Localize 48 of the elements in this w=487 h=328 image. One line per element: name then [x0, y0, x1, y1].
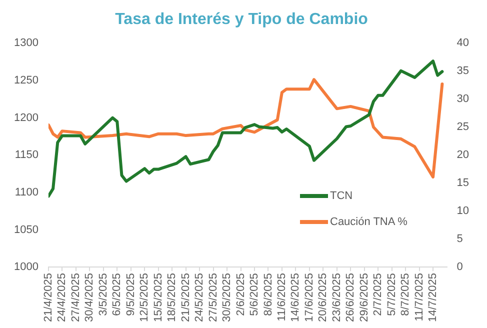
x-tick-label: 2/6/2025 — [234, 273, 247, 316]
y-tick-label: 1300 — [14, 37, 38, 50]
x-tick-label: 18/5/2025 — [166, 273, 178, 322]
x-tick-label: 9/5/2025 — [124, 273, 137, 316]
legend-label: Caución TNA % — [330, 216, 408, 228]
x-tick-label: 29/6/2025 — [358, 273, 370, 322]
x-tick-label: 27/5/2025 — [207, 273, 220, 322]
y2-tick-label: 10 — [456, 205, 470, 218]
x-tick-label: 14/7/2025 — [427, 273, 440, 322]
x-tick-label: 6/5/2025 — [111, 273, 124, 316]
y2-tick-label: 25 — [456, 121, 470, 134]
x-tick-label: 5/7/2025 — [386, 273, 398, 316]
y-tick-label: 1250 — [14, 74, 38, 87]
x-tick-label: 30/5/2025 — [221, 273, 234, 322]
x-tick-label: 21/4/2025 — [42, 273, 54, 322]
x-tick-label: 26/6/2025 — [344, 273, 357, 322]
y-tick-label: 1200 — [14, 112, 38, 124]
x-tick-label: 15/5/2025 — [152, 273, 164, 322]
y-tick-label: 1100 — [14, 186, 38, 198]
x-tick-label: 5/6/2025 — [248, 273, 261, 316]
y-tick-label: 1000 — [14, 261, 38, 274]
y2-tick-label: 5 — [456, 233, 463, 246]
y2-tick-label: 15 — [456, 177, 470, 190]
x-tick-label: 21/5/2025 — [180, 273, 192, 322]
legend-label: TCN — [330, 190, 353, 202]
x-tick-label: 12/5/2025 — [138, 273, 151, 322]
x-tick-label: 30/4/2025 — [84, 273, 96, 322]
y2-tick-label: 0 — [456, 261, 463, 274]
y2-tick-label: 35 — [456, 65, 470, 78]
x-tick-label: 24/5/2025 — [194, 273, 206, 322]
x-tick-label: 24/4/2025 — [56, 273, 68, 322]
x-tick-label: 11/7/2025 — [413, 273, 426, 322]
x-tick-label: 8/6/2025 — [262, 273, 274, 316]
chart-title: Tasa de Interés y Tipo de Cambio — [115, 11, 368, 28]
x-tick-label: 14/6/2025 — [290, 273, 302, 322]
y2-tick-label: 20 — [456, 149, 470, 162]
x-tick-label: 17/6/2025 — [303, 273, 316, 322]
y-tick-label: 1150 — [14, 149, 38, 162]
x-tick-label: 3/5/2025 — [97, 273, 110, 316]
x-tick-label: 2/7/2025 — [372, 273, 384, 316]
y2-tick-label: 40 — [456, 37, 470, 50]
x-tick-label: 11/6/2025 — [276, 273, 288, 322]
x-tick-label: 8/7/2025 — [400, 273, 412, 316]
x-tick-label: 20/6/2025 — [317, 273, 330, 322]
y2-tick-label: 30 — [456, 93, 470, 106]
y-tick-label: 1050 — [14, 224, 38, 236]
x-tick-label: 27/4/2025 — [70, 273, 82, 322]
x-tick-label: 23/6/2025 — [330, 273, 343, 322]
